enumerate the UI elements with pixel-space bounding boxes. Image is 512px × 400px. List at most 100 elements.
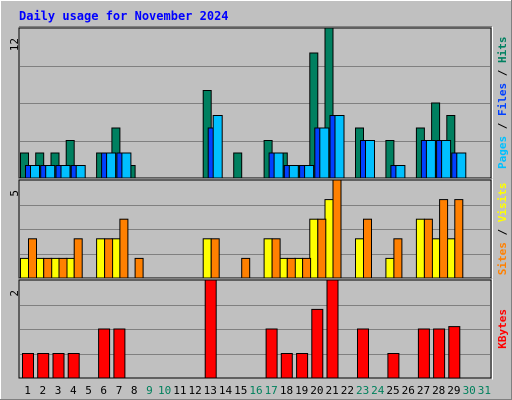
bar-kbytes-day-2 <box>37 353 50 379</box>
bar-pages-day-1 <box>30 165 40 179</box>
legend-entry: Sites <box>496 242 509 275</box>
x-tick-label-day-22: 22 <box>341 384 354 397</box>
bar-kbytes-day-28 <box>433 328 446 379</box>
x-tick-label-day-7: 7 <box>116 384 123 397</box>
bar-kbytes-day-3 <box>52 353 65 379</box>
bar-sites-day-21 <box>332 179 342 279</box>
bar-kbytes-day-17 <box>265 328 278 379</box>
bar-kbytes-day-7 <box>113 328 126 379</box>
x-tick-label-day-29: 29 <box>447 384 460 397</box>
bar-kbytes-day-1 <box>22 353 34 379</box>
x-tick-label-day-24: 24 <box>371 384 385 397</box>
bar-kbytes-day-27 <box>417 328 430 379</box>
legend-entry: / <box>496 63 509 83</box>
bar-pages-day-7 <box>121 152 132 179</box>
x-tick-label-day-3: 3 <box>55 384 62 397</box>
bar-visits-day-1 <box>20 257 29 279</box>
bar-sites-day-19 <box>302 257 312 279</box>
bar-kbytes-day-20 <box>311 308 324 379</box>
bar-hits-day-15 <box>233 152 243 179</box>
bar-pages-day-29 <box>456 152 467 179</box>
bar-pages-day-23 <box>365 140 375 179</box>
x-tick-label-day-8: 8 <box>131 384 138 397</box>
panel-legend: KBytes <box>496 309 509 349</box>
panel-sites_visits: 5 Sites / Visits <box>8 178 509 280</box>
bar-pages-day-17 <box>273 152 284 179</box>
bar-sites-day-15 <box>241 257 251 279</box>
bar-visits-day-17 <box>263 238 273 279</box>
panel-kbytes: 2 KBytes <box>8 278 509 380</box>
bar-kbytes-day-19 <box>296 353 309 379</box>
panel-bars <box>20 179 464 279</box>
bar-sites-day-4 <box>73 238 83 279</box>
bar-sites-day-29 <box>454 199 464 279</box>
bar-pages-day-18 <box>288 165 299 179</box>
bar-pages-day-21 <box>334 115 345 179</box>
bar-kbytes-day-18 <box>280 353 293 379</box>
x-tick-label-day-19: 19 <box>295 384 308 397</box>
bar-sites-day-23 <box>363 218 372 279</box>
legend-entry: Files <box>496 83 509 116</box>
bar-pages-day-20 <box>319 127 330 179</box>
bar-visits-day-23 <box>355 238 364 279</box>
bar-kbytes-day-6 <box>98 328 111 379</box>
x-tick-label-day-17: 17 <box>265 384 278 397</box>
bar-pages-day-3 <box>60 165 71 179</box>
x-tick-label-day-12: 12 <box>188 384 201 397</box>
bar-pages-day-13 <box>212 115 223 179</box>
legend-entry: Visits <box>496 182 509 222</box>
bar-sites-day-2 <box>43 257 53 279</box>
bar-sites-day-27 <box>423 218 433 279</box>
chart-panels: 12 Pages / Files / Hits 5 Sites / Visits 2 KB… <box>8 26 509 380</box>
legend-entry: / <box>496 222 509 242</box>
panel-legend: Pages / Files / Hits <box>496 37 509 170</box>
bar-sites-day-13 <box>210 238 220 279</box>
legend-entry: KBytes <box>496 309 509 349</box>
panel-bars <box>22 279 461 379</box>
bar-pages-day-4 <box>75 165 86 179</box>
bar-kbytes-day-4 <box>67 353 80 379</box>
bar-visits-day-19 <box>294 257 304 279</box>
x-tick-label-day-11: 11 <box>173 384 186 397</box>
bar-visits-day-25 <box>385 257 395 279</box>
bar-sites-day-20 <box>317 218 327 279</box>
bar-pages-day-28 <box>441 140 452 179</box>
x-tick-label-day-2: 2 <box>39 384 46 397</box>
legend-entry: Hits <box>496 37 509 64</box>
legend-entry: Pages <box>496 136 509 169</box>
x-tick-label-day-25: 25 <box>386 384 399 397</box>
bar-pages-day-19 <box>304 165 315 179</box>
x-tick-label-day-4: 4 <box>70 384 77 397</box>
x-tick-label-day-13: 13 <box>204 384 217 397</box>
bar-kbytes-day-25 <box>387 353 400 379</box>
x-tick-label-day-26: 26 <box>402 384 415 397</box>
y-max-label: 5 <box>8 190 21 197</box>
bar-visits-day-6 <box>96 238 106 279</box>
x-tick-label-day-16: 16 <box>249 384 262 397</box>
x-tick-label-day-9: 9 <box>146 384 153 397</box>
bar-sites-day-28 <box>439 199 449 279</box>
bar-pages-day-2 <box>45 165 56 179</box>
bar-sites-day-3 <box>58 257 68 279</box>
x-tick-label-day-6: 6 <box>100 384 107 397</box>
bar-kbytes-day-21 <box>326 279 339 379</box>
bar-visits-day-13 <box>202 238 212 279</box>
x-tick-label-day-21: 21 <box>325 384 338 397</box>
bar-sites-day-8 <box>134 257 144 279</box>
bar-sites-day-1 <box>28 238 37 279</box>
bar-kbytes-day-23 <box>357 328 369 379</box>
bar-sites-day-7 <box>119 218 129 279</box>
y-max-label: 12 <box>8 38 21 51</box>
x-tick-label-day-5: 5 <box>85 384 92 397</box>
x-tick-label-day-20: 20 <box>310 384 323 397</box>
y-max-label: 2 <box>8 290 21 297</box>
panel-legend: Sites / Visits <box>496 182 509 275</box>
x-tick-label-day-18: 18 <box>280 384 293 397</box>
chart-title: Daily usage for November 2024 <box>19 9 229 23</box>
x-tick-label-day-28: 28 <box>432 384 445 397</box>
bar-sites-day-25 <box>393 238 403 279</box>
x-tick-label-day-14: 14 <box>219 384 233 397</box>
x-tick-label-day-31: 31 <box>478 384 491 397</box>
bar-sites-day-18 <box>286 257 296 279</box>
